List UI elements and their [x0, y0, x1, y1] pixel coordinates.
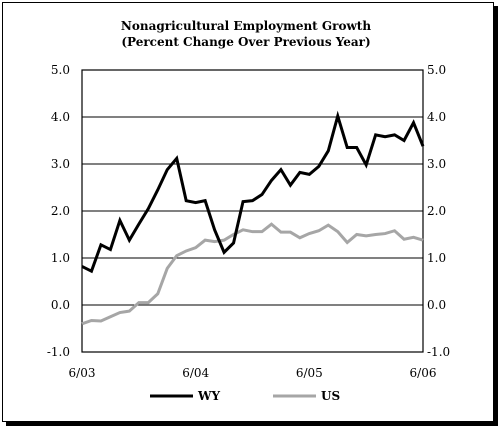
chart-subtitle: (Percent Change Over Previous Year) — [121, 35, 370, 49]
y-tick-label-right: 4.0 — [427, 110, 446, 124]
y-tick-label-right: 0.0 — [427, 298, 446, 312]
x-axis: 6/03 6/04 6/05 6/06 — [69, 366, 437, 380]
y-tick-label-right: 5.0 — [427, 63, 446, 77]
x-tick-label: 6/03 — [69, 366, 96, 380]
x-tick-label: 6/06 — [410, 366, 437, 380]
y-tick-label-left: 3.0 — [51, 157, 70, 171]
y-axis-left: -1.0 0.0 1.0 2.0 3.0 4.0 5.0 — [47, 63, 70, 359]
y-tick-label-right: 1.0 — [427, 251, 446, 265]
legend-label-wy: WY — [197, 389, 220, 403]
y-tick-label-right: 3.0 — [427, 157, 446, 171]
legend-label-us: US — [321, 389, 340, 403]
plot-area — [81, 69, 424, 353]
series-line-us — [81, 222, 424, 326]
y-tick-label-left: 5.0 — [51, 63, 70, 77]
y-tick-label-right: -1.0 — [427, 345, 450, 359]
y-tick-label-left: 0.0 — [51, 298, 70, 312]
series-lines — [81, 110, 425, 326]
grid-lines — [82, 116, 423, 306]
x-tick-label: 6/05 — [296, 366, 323, 380]
x-tick-label: 6/04 — [182, 366, 209, 380]
y-tick-label-left: 4.0 — [51, 110, 70, 124]
y-axis-right: -1.0 0.0 1.0 2.0 3.0 4.0 5.0 — [427, 63, 450, 359]
y-tick-label-right: 2.0 — [427, 204, 446, 218]
legend: WY US — [150, 389, 340, 403]
chart-title: Nonagricultural Employment Growth — [121, 19, 371, 33]
y-tick-label-left: 1.0 — [51, 251, 70, 265]
y-tick-label-left: 2.0 — [51, 204, 70, 218]
y-tick-label-left: -1.0 — [47, 345, 70, 359]
series-line-wy — [81, 110, 425, 274]
